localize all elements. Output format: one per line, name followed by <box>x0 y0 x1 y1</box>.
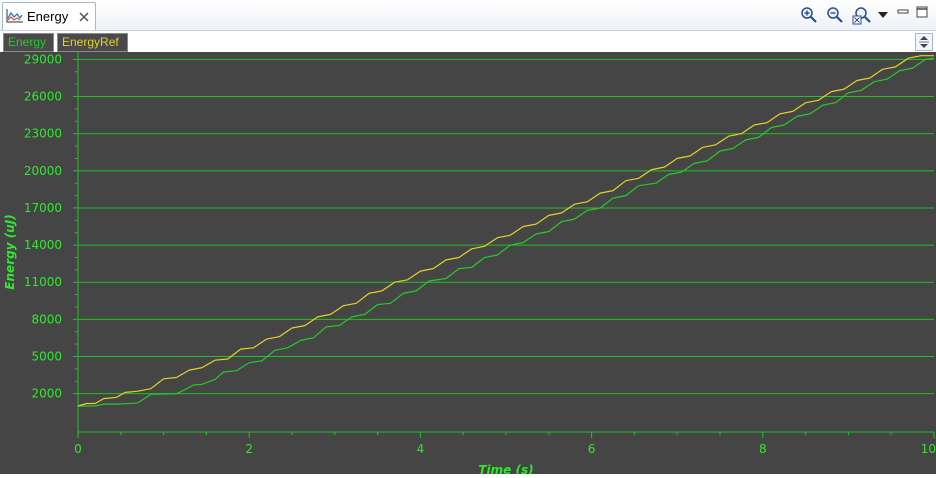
zoom-in-icon[interactable] <box>800 6 818 24</box>
chart-area: 2000 5000 8000 11000 14000 17000 20000 23000 260… <box>0 52 936 477</box>
y-tick-label: 20000 <box>24 164 62 178</box>
zoom-out-icon[interactable] <box>826 6 844 24</box>
x-tick-label: 8 <box>759 442 767 456</box>
x-axis-label: Time (s) <box>478 463 533 474</box>
series-lines <box>77 55 935 407</box>
maximize-icon[interactable] <box>916 6 928 18</box>
series-line-energy <box>78 57 935 407</box>
x-axis-ticks: 0 2 4 6 8 10 <box>74 432 936 456</box>
x-tick-label: 10 <box>921 442 936 456</box>
close-icon[interactable] <box>78 11 90 23</box>
series-tab-energyref[interactable]: EnergyRef <box>57 33 128 52</box>
series-tab-label: Energy <box>8 35 47 49</box>
grid-lines <box>77 52 934 433</box>
zoom-reset-icon[interactable] <box>852 6 872 26</box>
y-tick-label: 23000 <box>24 127 62 141</box>
y-tick-label: 14000 <box>24 238 62 252</box>
line-chart-icon <box>6 9 23 23</box>
y-axis-ticks: 2000 5000 8000 11000 14000 17000 20000 23000 260… <box>24 52 78 401</box>
series-tab-bar: Energy EnergyRef <box>0 31 936 52</box>
y-tick-label: 17000 <box>24 201 62 215</box>
y-tick-label: 8000 <box>31 312 62 326</box>
scroll-arrows-icon <box>919 36 929 48</box>
energy-chart: 2000500080001100014000170002000023000260… <box>3 52 936 477</box>
x-tick-label: 4 <box>417 442 425 456</box>
y-tick-label: 11000 <box>24 275 62 289</box>
view-titlebar: Energy <box>0 0 936 31</box>
tab-label: Energy <box>27 9 69 24</box>
x-tick-label: 6 <box>588 442 596 456</box>
y-tick-label: 5000 <box>31 349 62 363</box>
dropdown-icon[interactable] <box>878 12 888 18</box>
y-tick-label: 26000 <box>24 90 62 104</box>
series-tab-label: EnergyRef <box>62 35 119 49</box>
series-tab-energy[interactable]: Energy <box>3 33 54 52</box>
y-tick-label: 2000 <box>31 387 62 401</box>
scroll-button[interactable] <box>915 33 933 51</box>
y-tick-label: 29000 <box>24 52 62 66</box>
x-tick-label: 0 <box>74 442 82 456</box>
x-tick-label: 2 <box>245 442 253 456</box>
y-axis-label: Energy (uJ) <box>3 214 17 289</box>
tab-energy[interactable]: Energy <box>2 2 96 30</box>
minimize-icon[interactable] <box>897 6 909 18</box>
series-line-energyref <box>77 55 934 407</box>
